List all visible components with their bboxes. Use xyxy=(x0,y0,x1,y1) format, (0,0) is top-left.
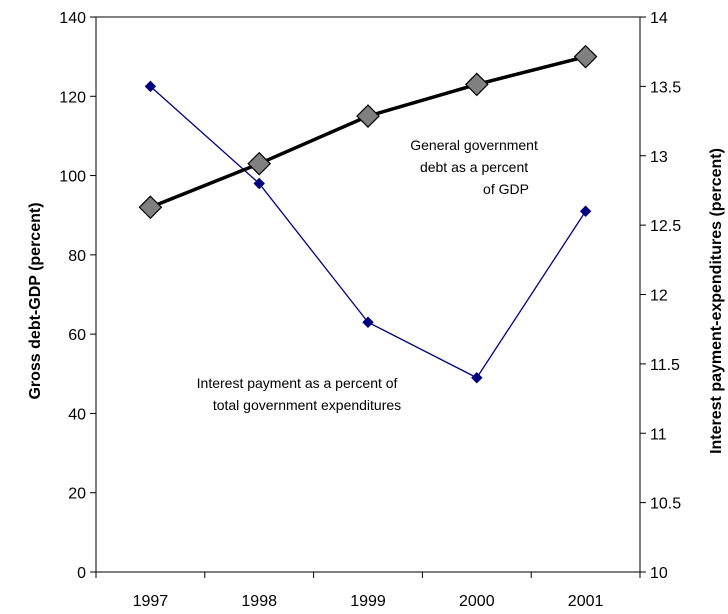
debt-annotation: General government debt as a percent of … xyxy=(410,137,542,197)
right-tick-label: 10 xyxy=(650,565,668,582)
interest-series-point xyxy=(579,205,592,217)
interest-annotation-line-2: total government expenditures xyxy=(213,397,401,413)
right-tick-label: 12 xyxy=(650,288,668,305)
x-tick-label: 1999 xyxy=(350,593,386,610)
debt-annotation-line-1: General government xyxy=(410,137,538,153)
interest-series-point xyxy=(253,177,265,190)
left-tick-label: 20 xyxy=(68,486,86,503)
debt-series-point xyxy=(138,195,163,220)
x-tick-label: 1997 xyxy=(133,593,169,610)
debt-series-point xyxy=(464,72,489,97)
right-tick-label: 13.5 xyxy=(650,79,681,96)
left-axis-title: Gross debt-GDP (percent) xyxy=(27,202,44,399)
interest-series-line xyxy=(149,85,587,379)
interest-annotation: Interest payment as a percent of total g… xyxy=(197,375,402,413)
series-layer xyxy=(138,44,598,384)
right-tick-label: 11.5 xyxy=(650,357,680,374)
interest-series-point xyxy=(144,80,157,93)
debt-series-point xyxy=(573,44,598,69)
right-tick-label: 12.5 xyxy=(650,218,681,235)
right-axis-title: Interest payment-expenditures (percent) xyxy=(708,148,725,454)
labels-layer: Gross debt-GDP (percent) Interest paymen… xyxy=(27,137,725,454)
right-tick-label: 10.5 xyxy=(650,496,681,513)
debt-series-point xyxy=(356,104,380,128)
interest-series-point xyxy=(362,316,374,328)
x-tick-label: 1998 xyxy=(241,593,277,610)
left-tick-label: 40 xyxy=(68,406,86,423)
left-tick-label: 120 xyxy=(59,89,86,106)
debt-series-point xyxy=(247,151,272,176)
axes: 0 20 40 60 80 100 120 140 10 10.5 11 11.5 12 12.5 13 13… xyxy=(59,10,681,610)
debt-annotation-line-2: debt as a percent xyxy=(420,159,528,175)
debt-annotation-line-3: of GDP xyxy=(483,181,529,197)
left-tick-label: 100 xyxy=(59,169,86,186)
right-tick-label: 11 xyxy=(650,426,667,443)
left-tick-label: 140 xyxy=(59,10,86,27)
left-tick-label: 60 xyxy=(68,327,86,344)
right-tick-label: 13 xyxy=(650,149,668,166)
x-tick-label: 2000 xyxy=(459,593,495,610)
right-tick-label: 14 xyxy=(650,10,668,27)
interest-series-point xyxy=(471,372,483,384)
interest-annotation-line-1: Interest payment as a percent of xyxy=(197,375,398,391)
left-tick-label: 80 xyxy=(68,248,86,265)
x-tick-label: 2001 xyxy=(568,593,604,610)
left-tick-label: 0 xyxy=(77,565,86,582)
